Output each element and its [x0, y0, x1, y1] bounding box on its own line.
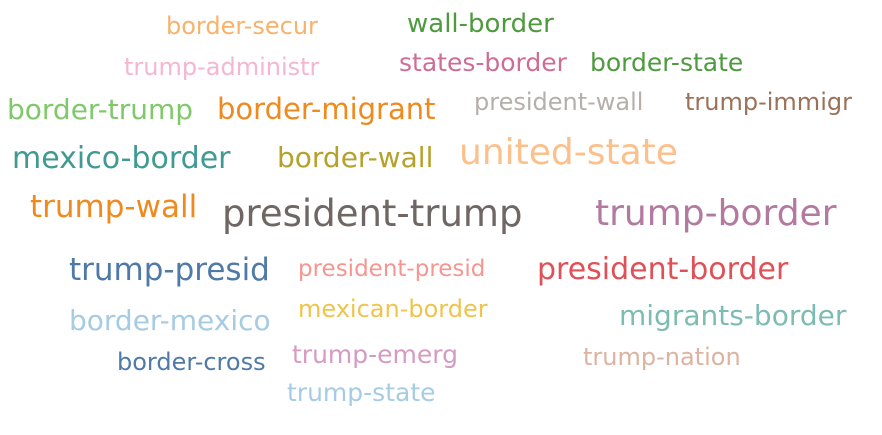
word-border-trump: border-trump — [7, 93, 194, 126]
word-trump-state: trump-state — [287, 378, 436, 407]
word-president-trump: president-trump — [222, 192, 523, 235]
word-migrants-border: migrants-border — [619, 299, 847, 332]
word-trump-immigr: trump-immigr — [685, 88, 852, 116]
word-states-border: states-border — [399, 48, 567, 77]
word-border-state: border-state — [590, 48, 744, 77]
word-trump-administr: trump-administr — [124, 53, 320, 81]
word-wall-border: wall-border — [407, 9, 554, 39]
word-border-secur: border-secur — [166, 12, 318, 40]
word-mexico-border: mexico-border — [12, 141, 231, 176]
word-border-cross: border-cross — [117, 348, 266, 376]
word-president-wall: president-wall — [474, 88, 644, 116]
word-trump-presid: trump-presid — [69, 252, 270, 288]
word-trump-nation: trump-nation — [583, 343, 741, 371]
word-trump-emerg: trump-emerg — [292, 340, 458, 369]
word-trump-border: trump-border — [595, 193, 837, 234]
word-mexican-border: mexican-border — [298, 295, 488, 323]
word-border-migrant: border-migrant — [217, 92, 436, 126]
word-border-wall: border-wall — [277, 141, 434, 174]
word-president-border: president-border — [537, 252, 789, 287]
word-president-presid: president-presid — [298, 256, 486, 282]
word-united-state: united-state — [459, 132, 678, 173]
word-border-mexico: border-mexico — [69, 304, 271, 337]
word-trump-wall: trump-wall — [30, 189, 198, 225]
